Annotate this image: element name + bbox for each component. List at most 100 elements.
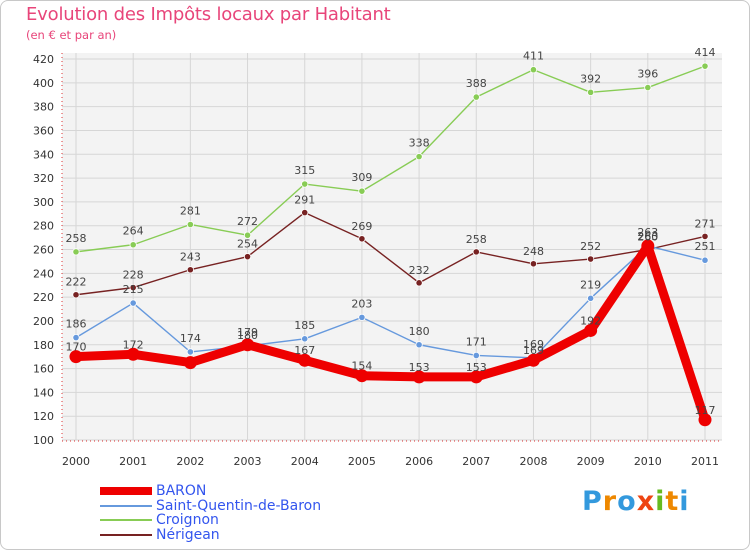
data-label-baron: 192 bbox=[580, 314, 601, 327]
data-label-saint-quentin-de-baron: 186 bbox=[66, 318, 87, 331]
data-point-nerigean bbox=[587, 255, 595, 263]
data-point-croignon bbox=[72, 248, 80, 256]
data-point-nerigean bbox=[701, 232, 709, 241]
y-tick-label: 180 bbox=[33, 339, 54, 352]
data-label-baron: 180 bbox=[237, 329, 258, 342]
y-tick-label: 300 bbox=[33, 196, 54, 209]
plot-area bbox=[62, 53, 722, 440]
y-tick-label: 140 bbox=[33, 386, 54, 399]
data-label-saint-quentin-de-baron: 169 bbox=[523, 338, 544, 351]
data-point-saint-quentin-de-baron bbox=[472, 351, 480, 360]
logo-letter: P bbox=[582, 486, 603, 517]
y-tick-label: 200 bbox=[33, 315, 54, 328]
data-point-baron bbox=[641, 239, 655, 253]
data-label-nerigean: 228 bbox=[123, 269, 144, 282]
y-tick-label: 220 bbox=[33, 291, 54, 304]
legend-item-saint-quentin-de-baron: Saint-Quentin-de-Baron bbox=[100, 499, 321, 514]
data-label-nerigean: 269 bbox=[351, 220, 372, 233]
data-point-saint-quentin-de-baron bbox=[415, 341, 423, 349]
y-tick-label: 160 bbox=[33, 363, 54, 376]
data-label-croignon: 309 bbox=[351, 171, 372, 184]
x-tick-label: 2007 bbox=[462, 455, 490, 468]
data-point-baron bbox=[698, 413, 712, 427]
data-point-saint-quentin-de-baron bbox=[301, 335, 309, 343]
data-point-nerigean bbox=[243, 253, 252, 261]
x-tick-label: 2010 bbox=[634, 455, 662, 468]
legend-swatch-croignon bbox=[100, 519, 152, 522]
data-point-nerigean bbox=[72, 291, 80, 299]
chart-subtitle: (en € et par an) bbox=[26, 28, 117, 42]
data-point-baron bbox=[241, 338, 255, 352]
data-label-nerigean: 222 bbox=[66, 276, 87, 289]
y-tick-label: 360 bbox=[33, 124, 54, 137]
x-tick-label: 2002 bbox=[176, 455, 204, 468]
data-label-nerigean: 260 bbox=[637, 231, 658, 244]
x-tick-label: 2005 bbox=[348, 455, 376, 468]
data-label-croignon: 392 bbox=[580, 72, 601, 85]
series-line-croignon bbox=[75, 65, 706, 253]
data-label-baron: 172 bbox=[123, 338, 144, 351]
data-point-nerigean bbox=[358, 235, 366, 243]
data-label-baron: 169 bbox=[523, 344, 544, 357]
data-label-baron: 153 bbox=[466, 361, 487, 374]
data-label-nerigean: 258 bbox=[466, 233, 487, 246]
data-label-saint-quentin-de-baron: 180 bbox=[409, 325, 430, 338]
data-label-nerigean: 232 bbox=[409, 264, 430, 277]
y-tick-label: 120 bbox=[33, 410, 54, 423]
data-label-nerigean: 291 bbox=[294, 194, 315, 207]
data-point-nerigean bbox=[529, 260, 538, 268]
legend-item-croignon: Croignon bbox=[100, 513, 321, 528]
data-point-croignon bbox=[358, 187, 366, 195]
proxiti-logo: Proxiti bbox=[582, 486, 690, 517]
data-label-baron: 263 bbox=[637, 230, 658, 243]
data-label-saint-quentin-de-baron: 179 bbox=[237, 326, 258, 339]
legend-item-baron: BARON bbox=[100, 484, 321, 499]
data-label-saint-quentin-de-baron: 171 bbox=[466, 335, 487, 348]
data-label-croignon: 264 bbox=[123, 225, 144, 238]
legend-label-croignon: Croignon bbox=[156, 512, 219, 529]
logo-letter: t bbox=[665, 486, 680, 517]
y-tick-label: 280 bbox=[33, 220, 54, 233]
data-point-croignon bbox=[186, 220, 194, 229]
data-point-nerigean bbox=[129, 283, 137, 292]
logo-letter: i bbox=[655, 486, 666, 517]
legend-swatch-saint-quentin-de-baron bbox=[100, 504, 152, 507]
data-point-baron bbox=[298, 353, 312, 367]
legend-item-nerigean: Nérigean bbox=[100, 528, 321, 543]
legend-label-nerigean: Nérigean bbox=[156, 526, 220, 543]
data-label-baron: 167 bbox=[294, 344, 315, 357]
data-label-nerigean: 252 bbox=[580, 240, 601, 253]
data-label-saint-quentin-de-baron: 174 bbox=[180, 332, 201, 345]
data-label-nerigean: 243 bbox=[180, 251, 201, 264]
data-point-saint-quentin-de-baron bbox=[186, 348, 194, 356]
data-point-saint-quentin-de-baron bbox=[701, 256, 709, 264]
data-point-baron bbox=[183, 356, 197, 370]
data-label-croignon: 338 bbox=[409, 137, 430, 150]
x-tick-label: 2008 bbox=[519, 455, 547, 468]
y-tick-label: 420 bbox=[33, 53, 54, 66]
data-point-baron bbox=[584, 323, 598, 337]
data-label-nerigean: 271 bbox=[695, 217, 716, 230]
data-label-saint-quentin-de-baron: 185 bbox=[294, 319, 315, 332]
legend-swatch-baron bbox=[100, 487, 152, 496]
data-point-baron bbox=[355, 369, 369, 383]
data-point-croignon bbox=[301, 180, 309, 188]
data-point-croignon bbox=[587, 88, 595, 96]
legend: BARON Saint-Quentin-de-Baron Croignon Né… bbox=[100, 484, 321, 542]
data-label-baron: 170 bbox=[66, 341, 87, 354]
x-tick-label: 2003 bbox=[234, 455, 262, 468]
y-tick-label: 100 bbox=[33, 434, 54, 447]
data-label-croignon: 258 bbox=[66, 232, 87, 245]
data-point-nerigean bbox=[186, 266, 194, 274]
legend-swatch-nerigean bbox=[100, 533, 152, 536]
data-label-saint-quentin-de-baron: 219 bbox=[580, 278, 601, 291]
data-label-baron: 153 bbox=[409, 361, 430, 374]
data-label-croignon: 315 bbox=[294, 164, 315, 177]
x-tick-label: 2009 bbox=[577, 455, 605, 468]
data-point-baron bbox=[126, 347, 140, 361]
data-label-baron: 117 bbox=[695, 404, 716, 417]
data-point-baron bbox=[412, 370, 426, 384]
y-tick-label: 380 bbox=[33, 101, 54, 114]
data-point-nerigean bbox=[415, 279, 423, 287]
